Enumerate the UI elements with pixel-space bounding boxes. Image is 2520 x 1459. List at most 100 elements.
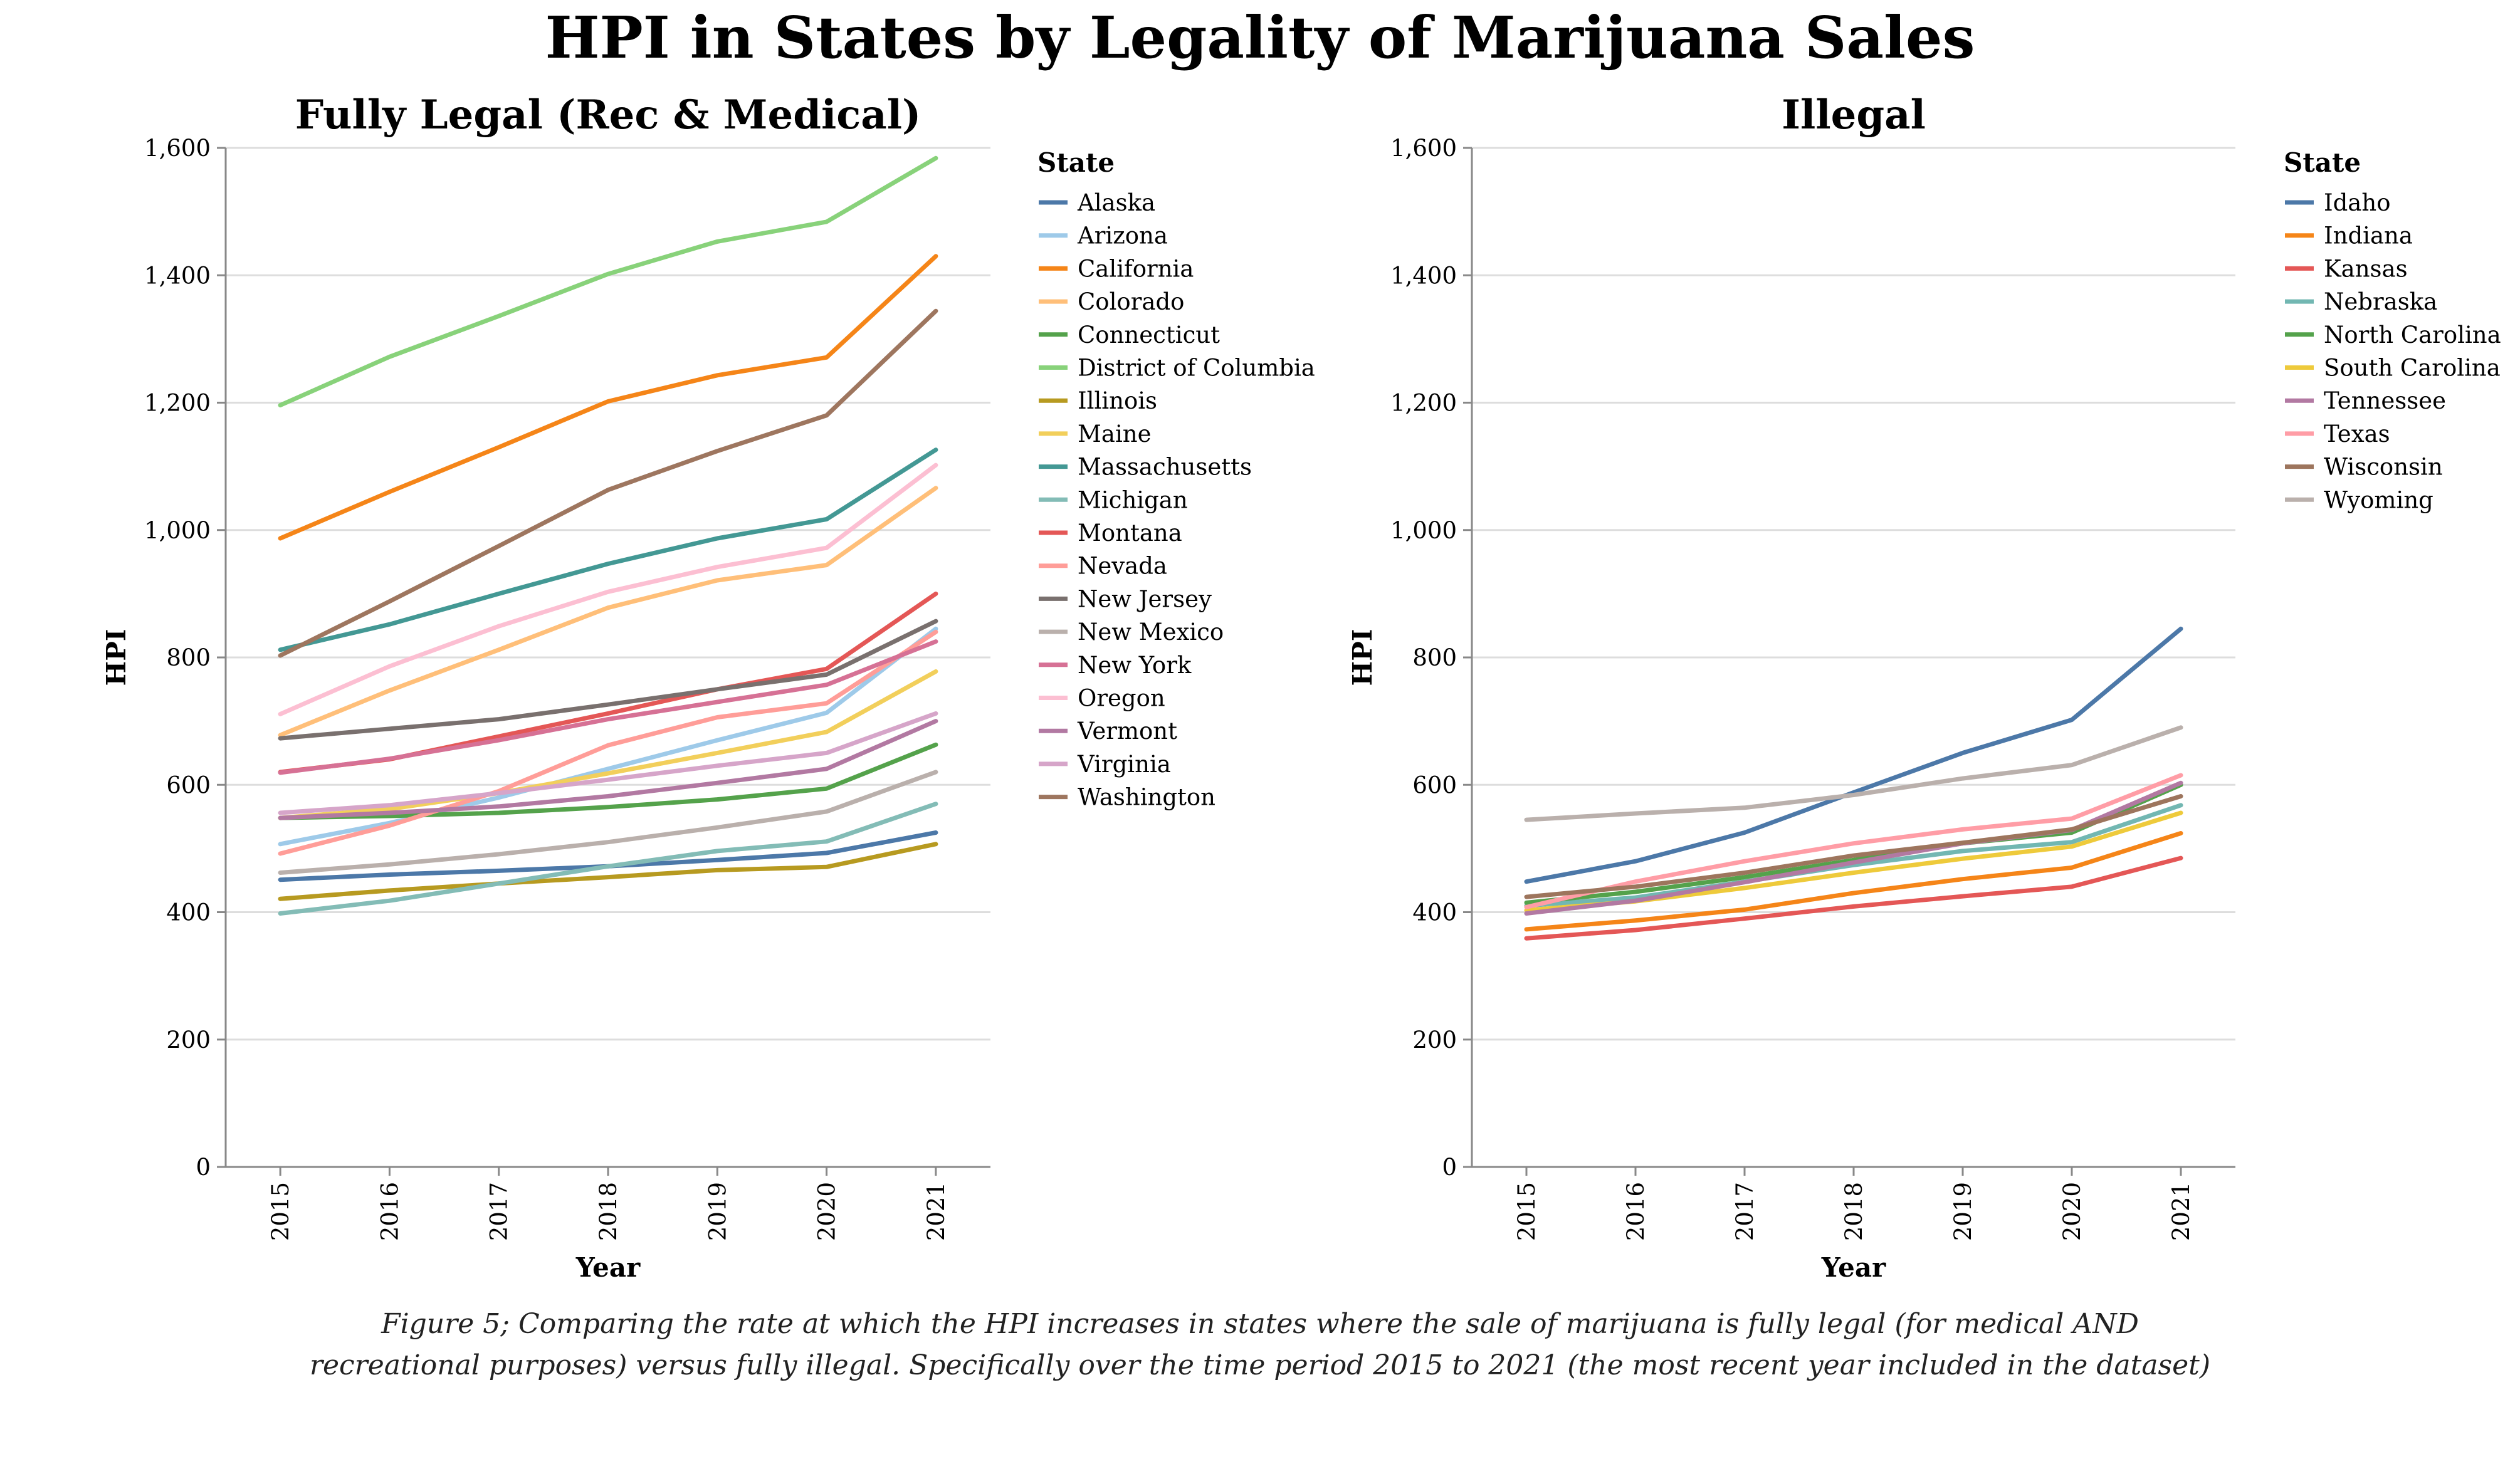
legend-label-nebraska: Nebraska xyxy=(2324,288,2437,315)
series-line-arizona xyxy=(278,626,938,847)
series-line-north-carolina xyxy=(1524,782,2183,905)
x-tick-label: 2020 xyxy=(814,1182,841,1241)
series-line-new-york xyxy=(278,639,938,775)
legend-label-tennessee: Tennessee xyxy=(2324,387,2446,414)
series-line-california xyxy=(278,254,938,541)
series-line-new-jersey xyxy=(278,619,938,741)
figure-caption: Figure 5; Comparing the rate at which th… xyxy=(0,1304,2520,1386)
legend-label-wisconsin: Wisconsin xyxy=(2324,454,2443,481)
x-tick-label: 2019 xyxy=(1950,1182,1977,1241)
legend-label-south-carolina: South Carolina xyxy=(2324,355,2501,382)
y-tick-label: 1,600 xyxy=(1390,135,1457,162)
x-tick-label: 2017 xyxy=(1731,1182,1758,1241)
series-line-michigan xyxy=(278,802,938,916)
legend-label-arizona: Arizona xyxy=(1077,222,1168,249)
legend-title: State xyxy=(2284,147,2361,178)
panel-fully-legal: Fully Legal (Rec & Medical) 0 200 400 600 800… xyxy=(101,92,1315,1283)
x-tick-label: 2015 xyxy=(267,1182,294,1241)
legend-label-texas: Texas xyxy=(2324,421,2390,447)
legend-label-idaho: Idaho xyxy=(2324,189,2390,216)
x-axis-title: Year xyxy=(1821,1252,1886,1283)
y-tick-label: 0 xyxy=(1442,1154,1457,1181)
legend-label-virginia: Virginia xyxy=(1077,751,1171,778)
legend-label-michigan: Michigan xyxy=(1078,486,1188,513)
legend-label-colorado: Colorado xyxy=(1078,288,1184,315)
x-tick-label: 2021 xyxy=(923,1182,950,1241)
series-line-oregon xyxy=(278,463,938,716)
y-tick-label: 1,400 xyxy=(1390,262,1457,289)
series-line-wisconsin xyxy=(1524,794,2183,899)
legend: State Alaska Arizona California Colorado Conn… xyxy=(1037,147,1315,811)
series-line-virginia xyxy=(278,711,938,815)
series-line-texas xyxy=(1524,773,2183,909)
series-line-new-mexico xyxy=(278,770,938,875)
y-axis-title: HPI xyxy=(101,629,132,686)
legend: State Idaho Indiana Kansas Nebraska North Car… xyxy=(2284,147,2501,513)
legend-label-maine: Maine xyxy=(1078,421,1152,447)
x-tick-label: 2021 xyxy=(2168,1182,2195,1241)
legend-label-alaska: Alaska xyxy=(1077,189,1155,216)
series-line-kansas xyxy=(1524,855,2183,941)
y-tick-label: 1,200 xyxy=(144,390,211,417)
legend-label-kansas: Kansas xyxy=(2324,255,2408,282)
legend-label-california: California xyxy=(1078,255,1194,282)
x-tick-label: 2018 xyxy=(1840,1182,1867,1241)
legend-label-oregon: Oregon xyxy=(1078,685,1165,712)
series-line-massachusetts xyxy=(278,447,938,652)
legend-label-massachusetts: Massachusetts xyxy=(1078,454,1252,481)
y-tick-label: 0 xyxy=(196,1154,211,1181)
series-line-maine xyxy=(278,669,938,820)
legend-label-new-jersey: New Jersey xyxy=(1078,585,1212,612)
y-axis-title: HPI xyxy=(1347,629,1378,686)
x-tick-label: 2018 xyxy=(595,1182,622,1241)
series-line-idaho xyxy=(1524,626,2183,884)
x-tick-label: 2017 xyxy=(486,1182,513,1241)
legend-label-wyoming: Wyoming xyxy=(2324,486,2433,513)
series-line-nebraska xyxy=(1524,803,2183,908)
y-tick-label: 200 xyxy=(1412,1027,1457,1054)
legend-label-connecticut: Connecticut xyxy=(1078,322,1220,348)
legend-label-district-of-columbia: District of Columbia xyxy=(1078,355,1315,382)
legend-label-montana: Montana xyxy=(1078,520,1182,546)
legend-label-washington: Washington xyxy=(1078,784,1215,811)
x-tick-label: 2015 xyxy=(1513,1182,1540,1241)
y-tick-label: 1,000 xyxy=(144,517,211,544)
y-tick-label: 400 xyxy=(166,899,211,926)
x-tick-label: 2020 xyxy=(2059,1182,2086,1241)
legend-label-illinois: Illinois xyxy=(1078,387,1157,414)
series-line-colorado xyxy=(278,486,938,738)
y-tick-label: 1,200 xyxy=(1390,390,1457,417)
y-tick-label: 1,600 xyxy=(144,135,211,162)
x-axis-title: Year xyxy=(575,1252,641,1283)
legend-label-vermont: Vermont xyxy=(1077,718,1177,745)
series-line-connecticut xyxy=(278,742,938,820)
series-line-washington xyxy=(278,308,938,658)
y-tick-label: 1,000 xyxy=(1390,517,1457,544)
y-tick-label: 400 xyxy=(1412,899,1457,926)
y-tick-label: 1,400 xyxy=(144,262,211,289)
legend-label-new-york: New York xyxy=(1078,652,1192,679)
y-tick-label: 200 xyxy=(166,1027,211,1054)
subplot-title: Fully Legal (Rec & Medical) xyxy=(295,92,921,139)
y-tick-label: 800 xyxy=(166,644,211,671)
legend-label-nevada: Nevada xyxy=(1078,553,1167,580)
series-line-indiana xyxy=(1524,831,2183,932)
panel-illegal: Illegal 0 200 400 600 800 1,000 1,200 1,400 1,600… xyxy=(1347,92,2501,1283)
series-line-illinois xyxy=(278,842,938,901)
x-tick-label: 2016 xyxy=(1622,1182,1649,1241)
series-line-wyoming xyxy=(1524,725,2183,822)
legend-label-indiana: Indiana xyxy=(2324,222,2413,249)
series-line-district-of-columbia xyxy=(278,155,938,408)
legend-title: State xyxy=(1037,147,1115,178)
subplot-title: Illegal xyxy=(1782,92,1926,139)
series-lines xyxy=(278,155,938,916)
y-tick-label: 600 xyxy=(1412,771,1457,798)
series-line-nevada xyxy=(278,629,938,856)
figure-title: HPI in States by Legality of Marijuana S… xyxy=(545,4,1975,71)
legend-label-north-carolina: North Carolina xyxy=(2324,322,2501,348)
x-tick-label: 2016 xyxy=(376,1182,403,1241)
y-tick-label: 800 xyxy=(1412,644,1457,671)
legend-label-new-mexico: New Mexico xyxy=(1078,619,1224,646)
x-tick-label: 2019 xyxy=(704,1182,731,1241)
